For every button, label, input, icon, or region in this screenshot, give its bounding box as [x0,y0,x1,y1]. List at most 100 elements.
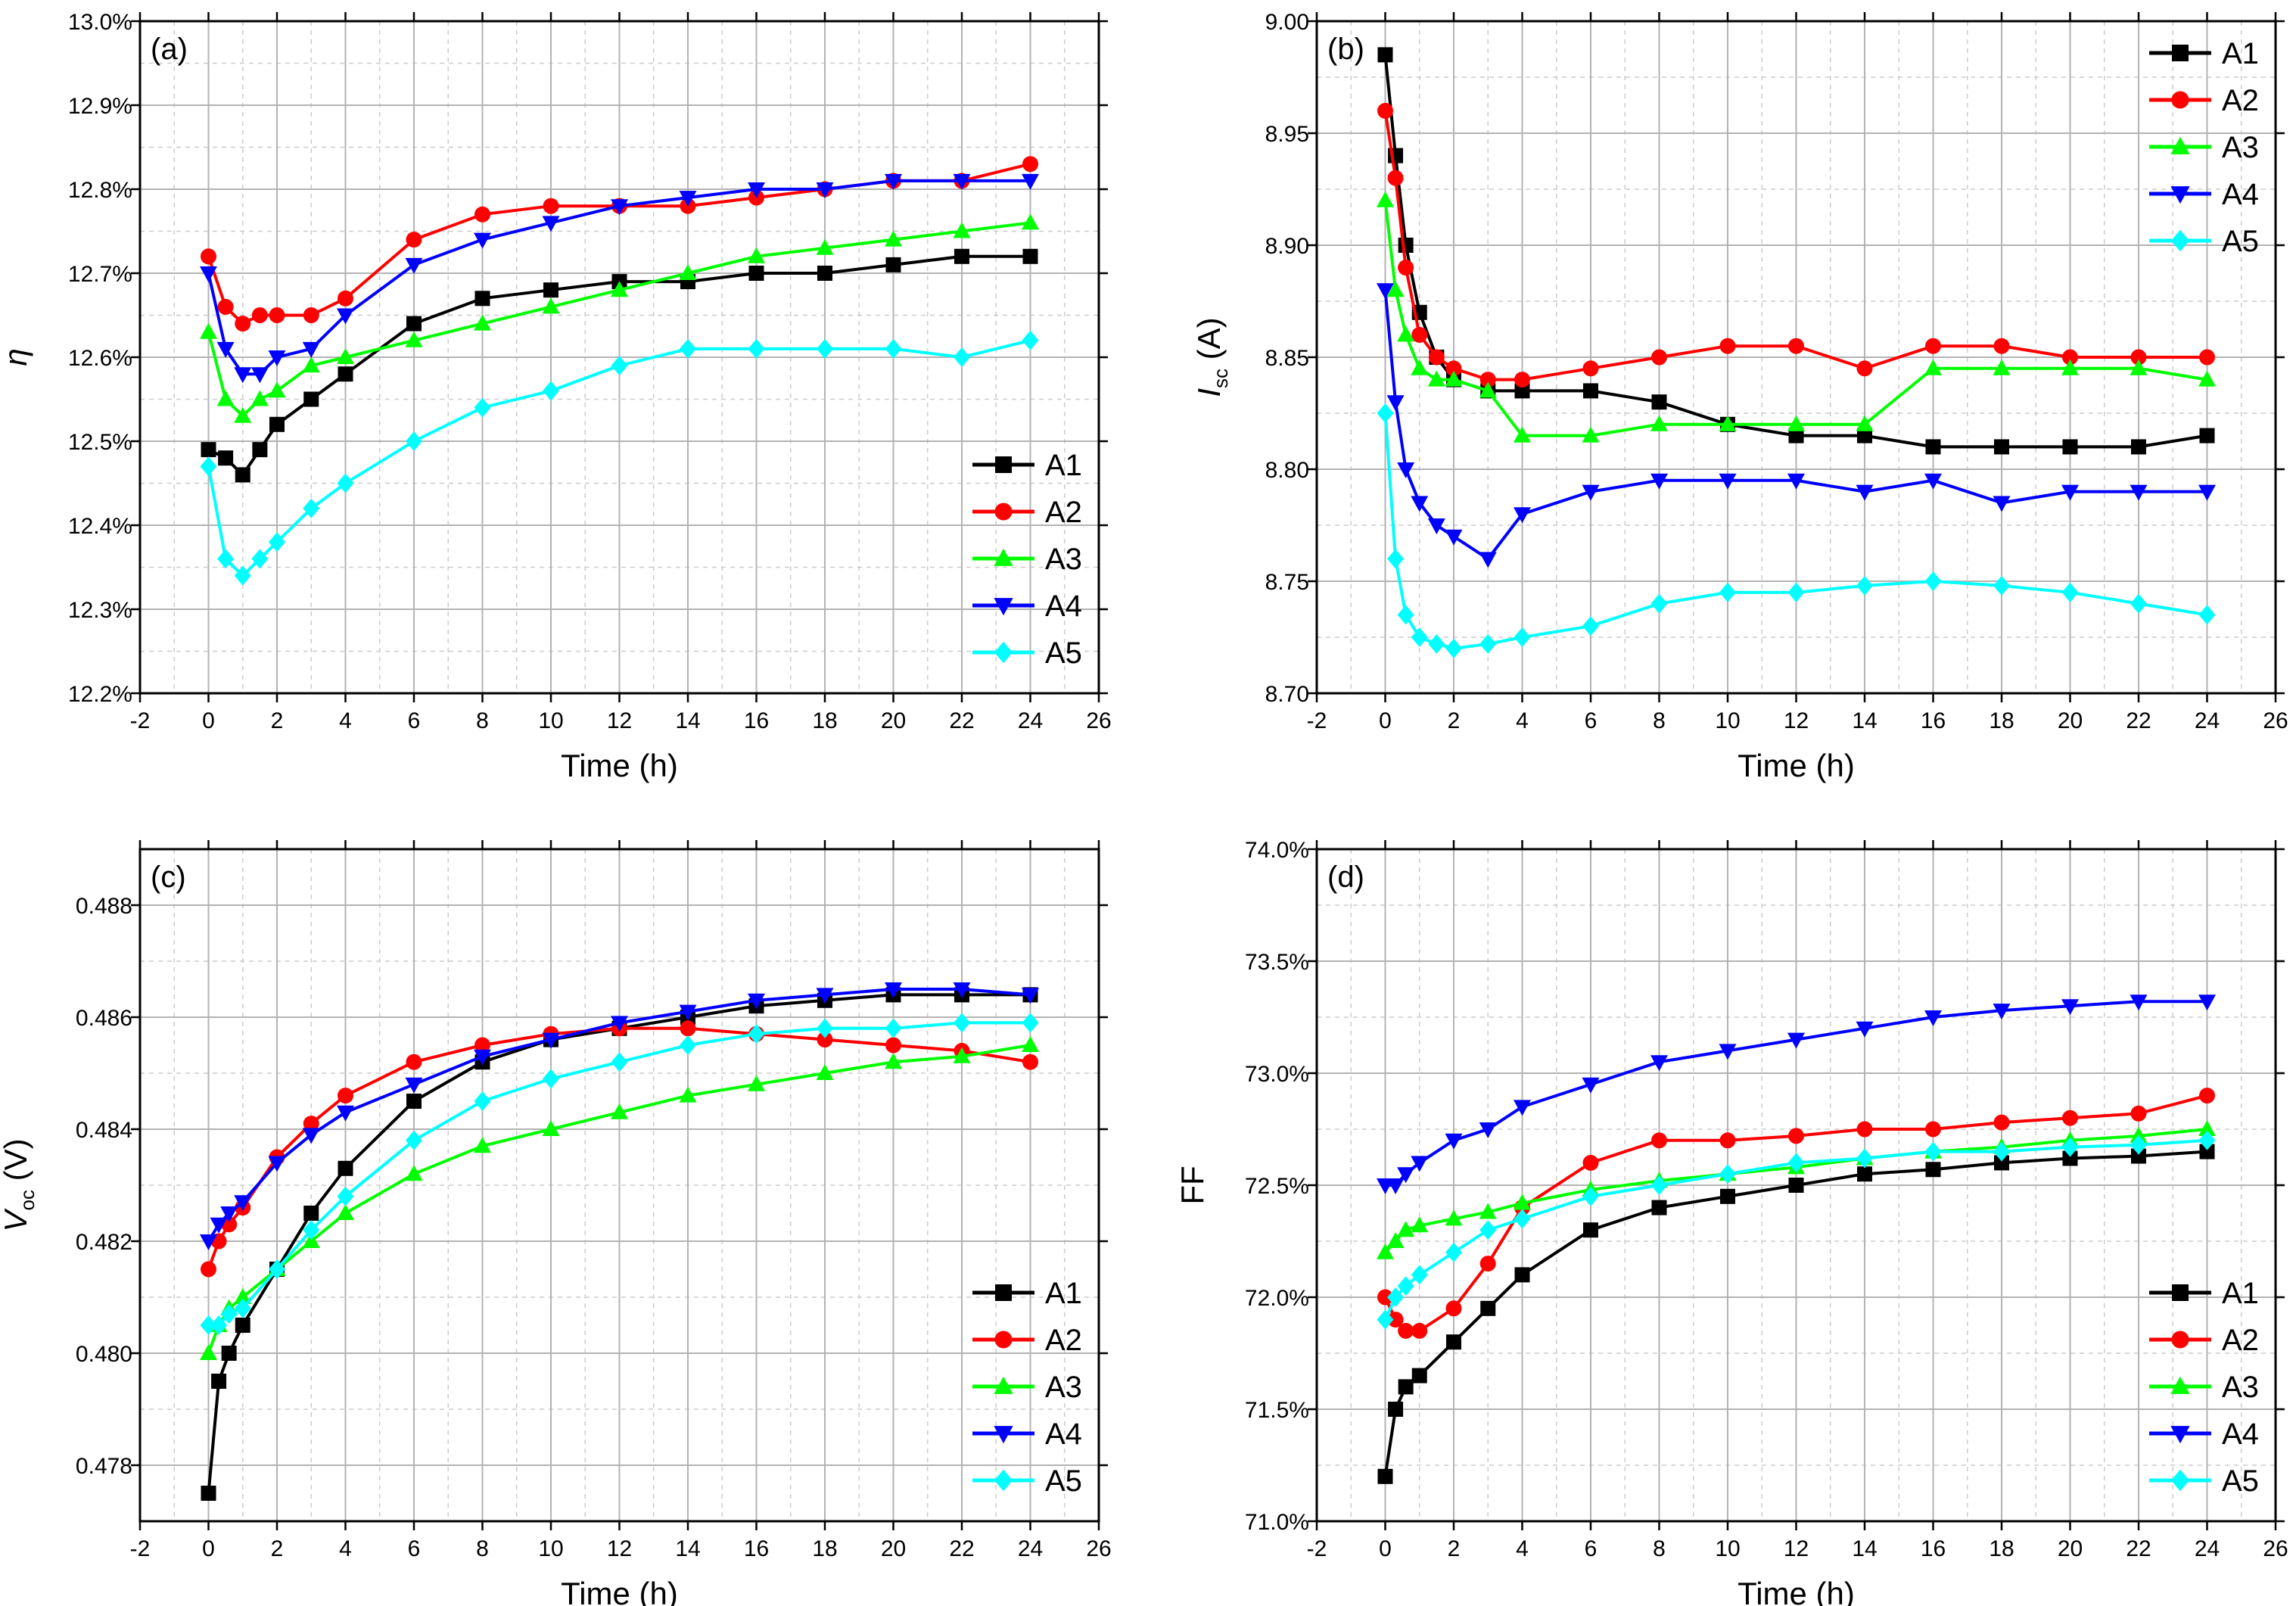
data-point-A4 [1445,529,1463,546]
legend-marker-A3 [2170,136,2190,154]
data-point-A1 [211,1374,227,1389]
y-tick-label: 8.75 [1265,570,1309,595]
data-point-A2 [2130,349,2147,366]
data-point-A2 [1856,360,1873,377]
y-tick-label: 13.0% [68,10,132,35]
x-tick-label: 16 [744,708,769,733]
data-point-A3 [1924,359,1942,375]
data-point-A3 [337,1204,354,1220]
data-point-A3 [1856,415,1874,431]
data-point-A4 [1022,988,1039,1004]
y-tick-label: 0.488 [76,894,132,919]
y-tick-label: 0.480 [76,1342,132,1367]
data-point-A4 [542,1032,560,1049]
x-tick-label: 20 [2058,1536,2083,1561]
data-point-A4 [1427,518,1445,534]
y-tick-label: 71.0% [1245,1510,1309,1535]
series-A1 [201,248,1038,483]
data-point-A2 [2062,349,2078,366]
data-point-A4 [234,367,252,384]
x-tick-label: 4 [1516,708,1529,733]
data-point-A3 [1411,359,1429,375]
x-tick-label: 18 [812,1536,837,1561]
legend-item-A4: A4 [2149,178,2259,211]
data-point-A4 [1582,484,1600,501]
data-point-A4 [2061,999,2079,1016]
data-point-A4 [1479,552,1497,568]
data-point-A5 [303,498,320,518]
data-point-A3 [1514,426,1531,443]
data-point-A1 [1720,1188,1735,1204]
legend: A1 A2 A3 A4 A5 [972,449,1082,670]
data-point-A3 [885,1053,902,1069]
data-point-A3 [1719,415,1737,431]
y-tick-label: 0.478 [76,1454,132,1479]
data-point-A5 [1787,582,1805,602]
legend-item-A1: A1 [972,1277,1082,1310]
x-tick-label: 10 [1715,1536,1740,1561]
data-point-A5 [543,381,559,401]
series-A5 [200,330,1039,586]
data-point-A2 [2199,349,2215,366]
data-point-A5 [817,338,833,359]
legend-marker-A4 [2170,1426,2190,1444]
panel-d: -2 0 2 4 6 8 10 12 14 16 18 20 22 24 2671.0%71.5%72.0%… [1174,838,2288,1606]
data-point-A5 [2198,605,2216,625]
x-tick-label: 20 [881,708,906,733]
data-point-A5 [251,549,269,569]
data-point-A4 [337,1105,354,1122]
data-point-A3 [2061,359,2079,375]
series-A5 [200,1013,1039,1335]
legend-marker-A1 [2172,1284,2189,1301]
x-axis-label: Time (h) [1738,748,1855,783]
x-tick-label: 18 [812,708,837,733]
data-point-A4 [1397,1167,1415,1184]
data-point-A5 [543,1069,559,1089]
data-point-A3 [234,1288,252,1304]
data-point-A3 [1479,1203,1497,1219]
legend-label-A1: A1 [2222,1277,2259,1310]
panel-label: (c) [151,861,186,894]
data-point-A2 [235,316,251,332]
data-point-A4 [1993,1004,2011,1020]
data-point-A3 [1397,325,1415,342]
x-tick-label: 6 [408,708,421,733]
data-point-A3 [200,1344,217,1360]
legend-item-A3: A3 [2149,131,2259,164]
series-A3 [200,213,1039,423]
data-point-A3 [1386,1232,1405,1248]
x-tick-label: 6 [1585,708,1598,733]
x-tick-label: 8 [1653,708,1666,733]
x-tick-label: 8 [476,708,489,733]
x-tick-label: 2 [1448,708,1461,733]
data-point-A3 [748,1075,765,1091]
data-point-A1 [1377,1468,1393,1484]
data-point-A3 [302,1232,320,1248]
data-point-A1 [1583,383,1598,399]
data-point-A5 [2061,582,2079,602]
x-tick-label: 14 [675,708,700,733]
y-axis-label-main: V [0,1208,33,1232]
data-point-A3 [405,331,423,347]
data-point-A4 [816,988,834,1004]
y-tick-label: 72.5% [1245,1174,1309,1199]
data-point-A4 [200,266,217,282]
data-point-A3 [611,281,628,297]
data-point-A1 [1388,1402,1404,1417]
data-point-A2 [2062,1110,2078,1126]
data-point-A4 [748,993,765,1010]
legend-item-A3: A3 [972,543,1082,576]
data-point-A4 [1582,1077,1600,1094]
y-tick-label: 74.0% [1245,838,1309,863]
legend-item-A1: A1 [2149,1277,2259,1310]
data-point-A2 [1411,1322,1428,1339]
legend-marker-A5 [994,1469,1013,1492]
x-tick-label: 0 [1379,1536,1392,1561]
data-point-A4 [268,350,286,366]
data-point-A2 [217,298,234,315]
data-point-A4 [302,341,320,358]
x-tick-label: 24 [2195,1536,2220,1561]
data-point-A5 [1993,575,2010,596]
y-axis-label-main: I [1191,388,1227,397]
legend-label-A5: A5 [1045,1464,1082,1498]
